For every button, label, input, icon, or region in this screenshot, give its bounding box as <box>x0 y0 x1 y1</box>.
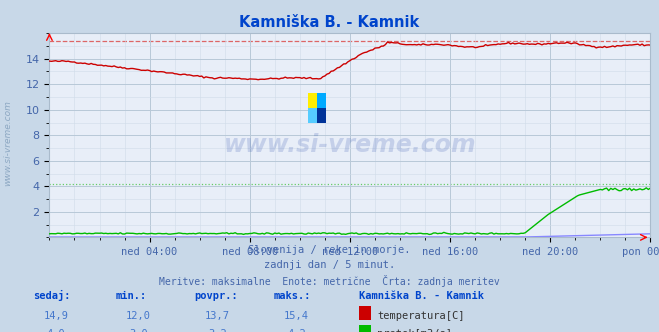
Text: 4,0: 4,0 <box>47 329 65 332</box>
Text: 13,7: 13,7 <box>205 311 230 321</box>
Text: min.:: min.: <box>115 291 146 301</box>
Text: maks.:: maks.: <box>273 291 311 301</box>
Text: sedaj:: sedaj: <box>33 290 71 301</box>
Text: pretok[m3/s]: pretok[m3/s] <box>377 329 452 332</box>
Text: povpr.:: povpr.: <box>194 291 238 301</box>
Text: 4,2: 4,2 <box>287 329 306 332</box>
Text: 12,0: 12,0 <box>126 311 151 321</box>
Text: temperatura[C]: temperatura[C] <box>377 311 465 321</box>
Text: 14,9: 14,9 <box>43 311 69 321</box>
Text: Slovenija / reke in morje.: Slovenija / reke in morje. <box>248 245 411 255</box>
Text: zadnji dan / 5 minut.: zadnji dan / 5 minut. <box>264 260 395 270</box>
Text: Kamniška B. - Kamnik: Kamniška B. - Kamnik <box>359 291 484 301</box>
Text: www.si-vreme.com: www.si-vreme.com <box>3 100 13 186</box>
Text: www.si-vreme.com: www.si-vreme.com <box>223 133 476 157</box>
Text: 3,0: 3,0 <box>129 329 148 332</box>
Text: 3,2: 3,2 <box>208 329 227 332</box>
Text: 15,4: 15,4 <box>284 311 309 321</box>
Text: Meritve: maksimalne  Enote: metrične  Črta: zadnja meritev: Meritve: maksimalne Enote: metrične Črta… <box>159 275 500 287</box>
Text: Kamniška B. - Kamnik: Kamniška B. - Kamnik <box>239 15 420 30</box>
